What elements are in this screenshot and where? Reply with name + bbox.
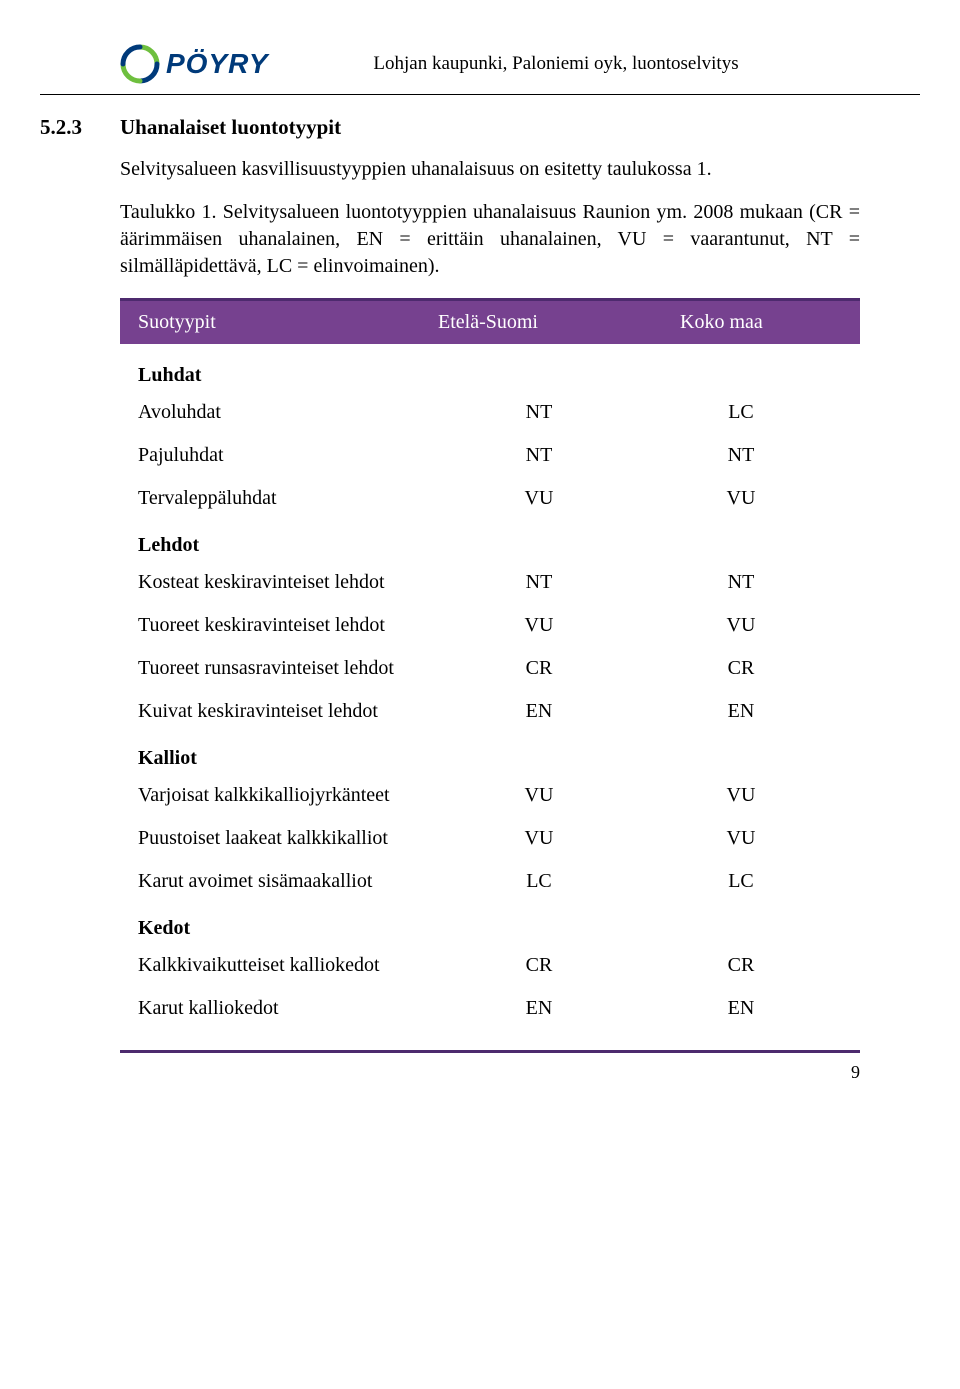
row-name: Tervaleppäluhdat — [138, 487, 438, 510]
paragraph-2: Taulukko 1. Selvitysalueen luontotyyppie… — [120, 199, 860, 280]
classification-table: Suotyypit Etelä-Suomi Koko maa Luhdat Av… — [120, 298, 860, 1053]
table-row: Pajuluhdat NT NT — [138, 434, 842, 477]
section-number: 5.2.3 — [40, 115, 120, 140]
row-km: EN — [640, 700, 842, 723]
row-km: LC — [640, 870, 842, 893]
row-name: Kuivat keskiravinteiset lehdot — [138, 700, 438, 723]
table-header-col3: Koko maa — [640, 311, 842, 334]
paragraph-1: Selvitysalueen kasvillisuustyyppien uhan… — [120, 156, 860, 183]
row-es: NT — [438, 444, 640, 467]
row-es: NT — [438, 571, 640, 594]
row-name: Puustoiset laakeat kalkkikalliot — [138, 827, 438, 850]
table-row: Karut avoimet sisämaakalliot LC LC — [138, 860, 842, 903]
table-row: Tuoreet runsasravinteiset lehdot CR CR — [138, 647, 842, 690]
table-row: Kuivat keskiravinteiset lehdot EN EN — [138, 690, 842, 733]
page: PÖYRY Lohjan kaupunki, Paloniemi oyk, lu… — [0, 0, 960, 1113]
row-km: VU — [640, 827, 842, 850]
row-km: LC — [640, 401, 842, 424]
row-name: Tuoreet runsasravinteiset lehdot — [138, 657, 438, 680]
table-header-col2: Etelä-Suomi — [438, 311, 640, 334]
logo-text: PÖYRY — [166, 48, 269, 80]
row-es: EN — [438, 997, 640, 1020]
table-row: Kalkkivaikutteiset kalliokedot CR CR — [138, 944, 842, 987]
page-header: PÖYRY Lohjan kaupunki, Paloniemi oyk, lu… — [120, 40, 860, 88]
group-label: Lehdot — [138, 520, 842, 561]
row-name: Avoluhdat — [138, 401, 438, 424]
row-name: Pajuluhdat — [138, 444, 438, 467]
row-km: CR — [640, 954, 842, 977]
table-row: Tervaleppäluhdat VU VU — [138, 477, 842, 520]
row-es: LC — [438, 870, 640, 893]
row-km: VU — [640, 487, 842, 510]
table-row: Avoluhdat NT LC — [138, 391, 842, 434]
table-row: Puustoiset laakeat kalkkikalliot VU VU — [138, 817, 842, 860]
row-km: EN — [640, 997, 842, 1020]
row-es: CR — [438, 657, 640, 680]
group-label: Luhdat — [138, 350, 842, 391]
table-header-col1: Suotyypit — [138, 311, 438, 334]
row-km: NT — [640, 444, 842, 467]
logo: PÖYRY — [120, 40, 300, 88]
row-km: NT — [640, 571, 842, 594]
row-km: CR — [640, 657, 842, 680]
row-es: CR — [438, 954, 640, 977]
row-es: VU — [438, 784, 640, 807]
row-es: VU — [438, 827, 640, 850]
row-es: EN — [438, 700, 640, 723]
page-number: 9 — [851, 1062, 860, 1083]
row-es: VU — [438, 487, 640, 510]
group-label: Kalliot — [138, 733, 842, 774]
header-underline — [40, 94, 920, 95]
table-header-row: Suotyypit Etelä-Suomi Koko maa — [120, 301, 860, 344]
row-name: Kalkkivaikutteiset kalliokedot — [138, 954, 438, 977]
section-title: Uhanalaiset luontotyypit — [120, 115, 341, 140]
group-label: Kedot — [138, 903, 842, 944]
row-es: NT — [438, 401, 640, 424]
table-row: Tuoreet keskiravinteiset lehdot VU VU — [138, 604, 842, 647]
document-title: Lohjan kaupunki, Paloniemi oyk, luontose… — [312, 53, 860, 75]
row-es: VU — [438, 614, 640, 637]
row-name: Kosteat keskiravinteiset lehdot — [138, 571, 438, 594]
row-name: Karut kalliokedot — [138, 997, 438, 1020]
row-km: VU — [640, 784, 842, 807]
row-name: Tuoreet keskiravinteiset lehdot — [138, 614, 438, 637]
table-row: Varjoisat kalkkikalliojyrkänteet VU VU — [138, 774, 842, 817]
row-name: Karut avoimet sisämaakalliot — [138, 870, 438, 893]
table-row: Kosteat keskiravinteiset lehdot NT NT — [138, 561, 842, 604]
table-body: Luhdat Avoluhdat NT LC Pajuluhdat NT NT … — [120, 344, 860, 1050]
logo-icon — [120, 44, 160, 84]
table-row: Karut kalliokedot EN EN — [138, 987, 842, 1030]
row-name: Varjoisat kalkkikalliojyrkänteet — [138, 784, 438, 807]
row-km: VU — [640, 614, 842, 637]
section-heading: 5.2.3 Uhanalaiset luontotyypit — [40, 115, 860, 140]
